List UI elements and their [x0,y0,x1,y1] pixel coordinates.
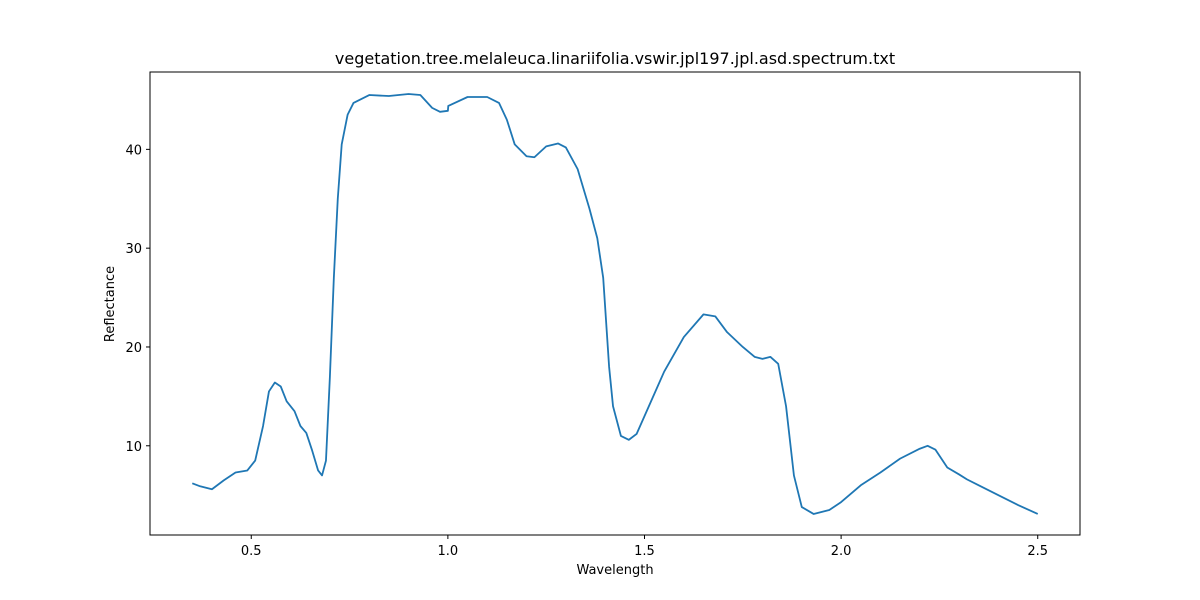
x-tick-label: 0.5 [241,544,262,559]
x-tick-label: 1.0 [438,544,459,559]
y-tick-label: 30 [125,242,142,257]
y-tick-label: 40 [125,143,142,158]
y-tick-label: 10 [125,440,142,455]
y-axis-label: Reflectance [103,266,118,342]
x-tick-label: 1.5 [634,544,655,559]
x-tick-label: 2.5 [1027,544,1048,559]
plot-frame [149,71,1081,536]
x-tick-label: 2.0 [831,544,852,559]
y-tick-label: 20 [125,341,142,356]
chart-title: vegetation.tree.melaleuca.linariifolia.v… [335,49,895,68]
x-axis-label: Wavelength [576,563,653,578]
spectrum-line [191,93,1039,515]
